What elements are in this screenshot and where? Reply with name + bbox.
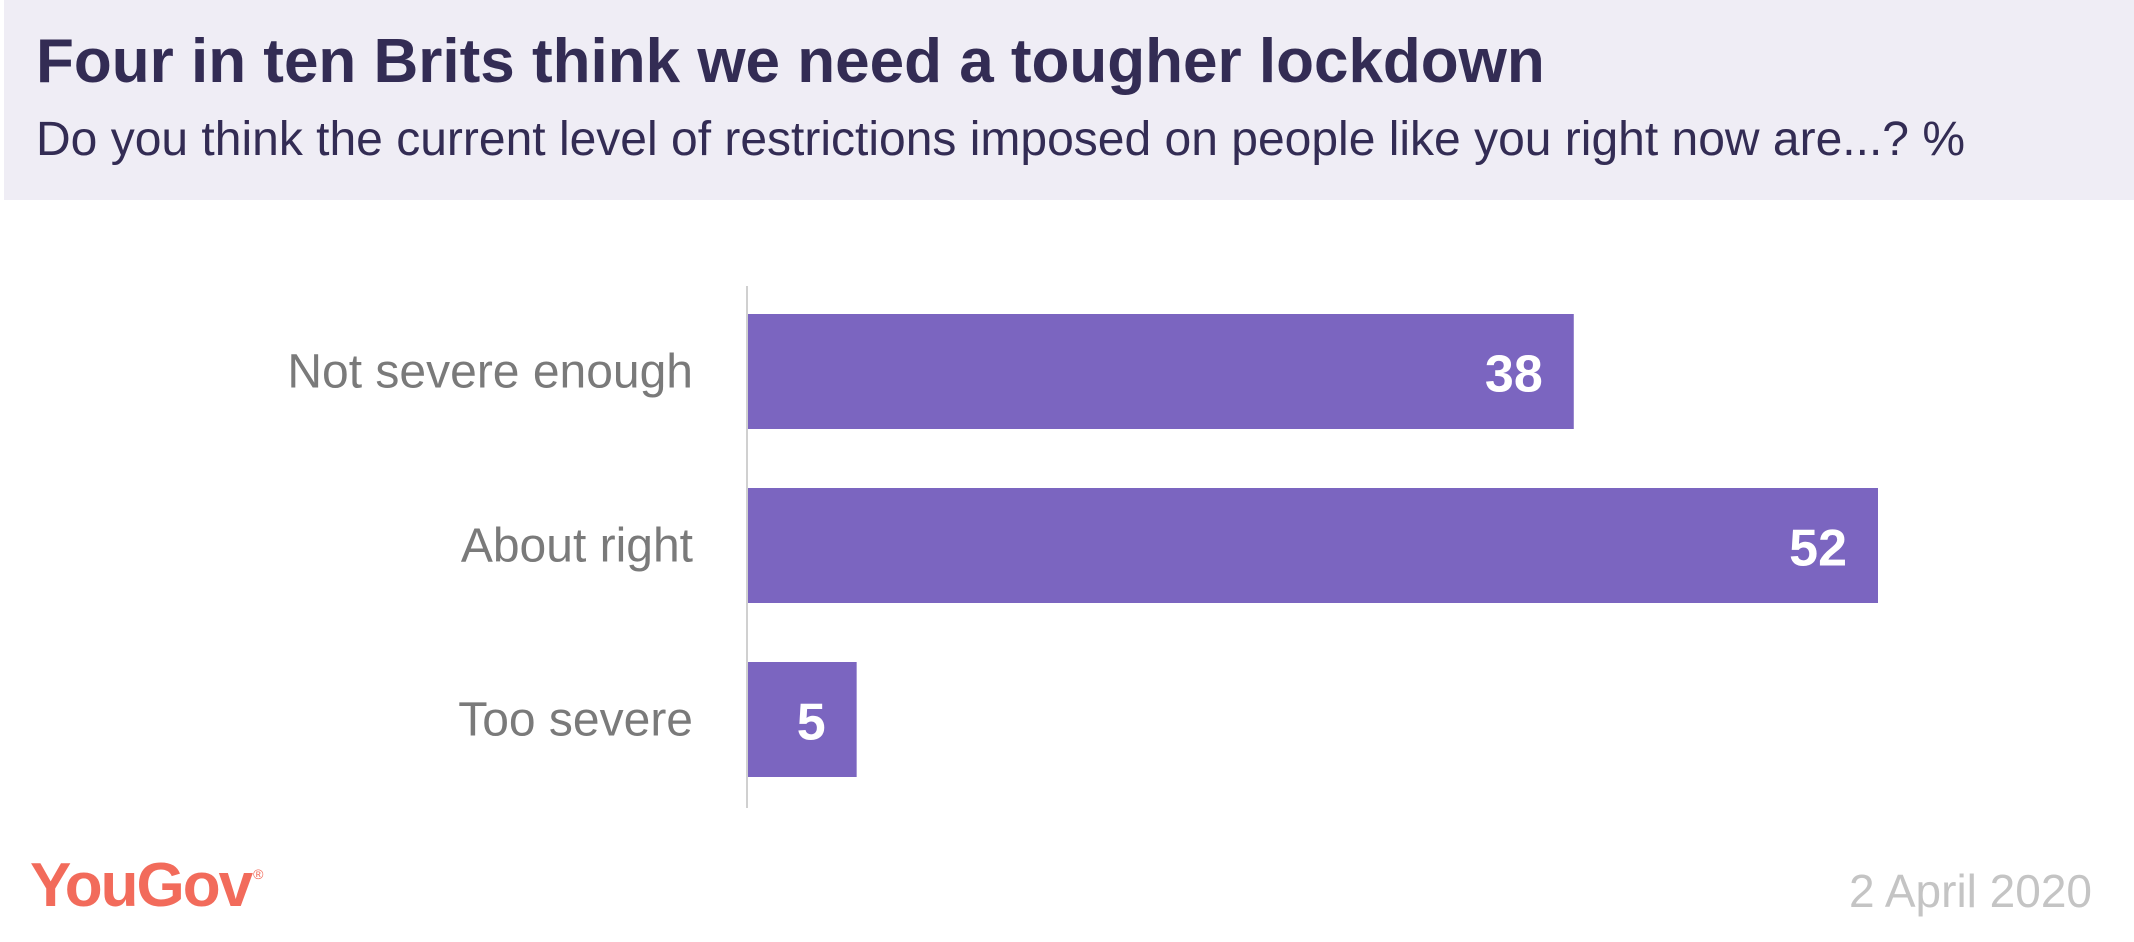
bar-value-label: 52 [1789,520,1847,578]
bar-about-right [748,488,1878,603]
logo-text: YouGov [30,851,253,920]
chart-date: 2 April 2020 [1849,865,2092,917]
bar-too-severe [748,662,857,777]
chart-subtitle: Do you think the current level of restri… [36,113,1965,166]
chart-title: Four in ten Brits think we need a toughe… [36,27,1545,96]
bar-value-label: 38 [1485,346,1543,404]
category-label: About right [461,520,693,573]
yougov-logo: YouGov ® [30,850,263,921]
bar-not-severe-enough [748,314,1574,429]
registered-mark: ® [253,866,263,882]
chart-header: Four in ten Brits think we need a toughe… [4,0,2134,200]
category-label: Not severe enough [287,346,693,399]
bar-value-label: 5 [797,694,826,752]
category-label: Too severe [458,694,693,747]
